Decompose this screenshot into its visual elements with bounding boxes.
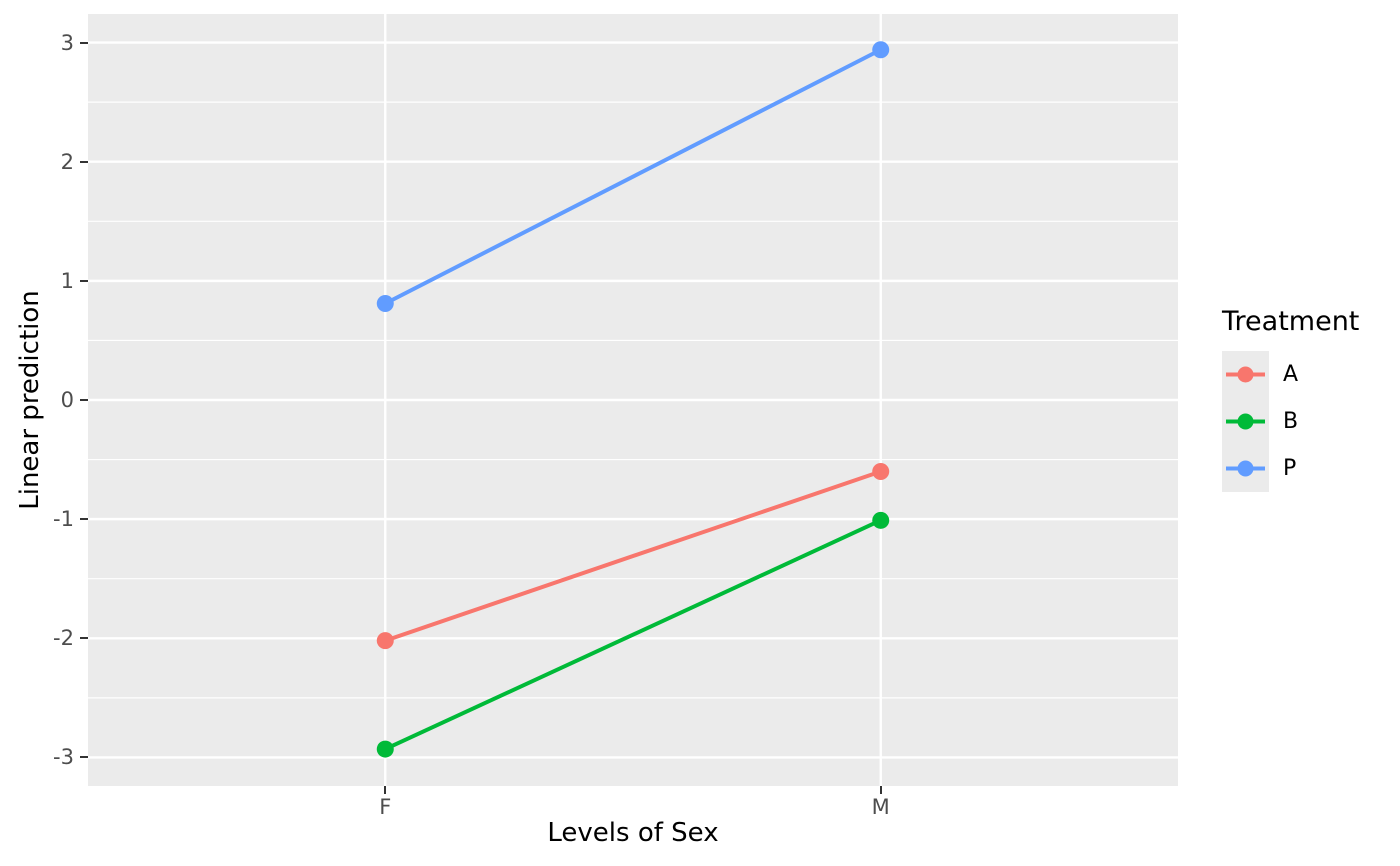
series-point-B-M	[872, 511, 890, 529]
y-tick-label: 2	[60, 149, 74, 174]
x-tick-mark	[879, 786, 882, 794]
legend-title: Treatment	[1222, 306, 1360, 337]
legend-key-swatch-A	[1222, 351, 1269, 398]
series-point-B-F	[376, 740, 394, 758]
series-point-P-F	[376, 295, 394, 312]
legend-item-A: A	[1222, 351, 1359, 398]
legend-label-P: P	[1283, 456, 1297, 481]
x-tick-mark	[384, 786, 387, 794]
series-point-P-M	[872, 41, 890, 59]
legend-label-B: B	[1283, 409, 1299, 434]
series-line-B	[384, 518, 882, 751]
x-axis-title: Levels of Sex	[547, 818, 719, 848]
y-tick-label: -1	[53, 507, 74, 532]
legend-key-icon	[1226, 413, 1265, 430]
legend-key-icon	[1226, 366, 1265, 383]
y-tick-mark	[80, 637, 88, 640]
x-tick-label: F	[379, 795, 392, 819]
legend-item-B: B	[1222, 398, 1359, 445]
series-line-A	[384, 469, 882, 643]
y-tick-mark	[80, 756, 88, 759]
y-tick-label: 3	[60, 30, 74, 55]
y-tick-mark	[80, 41, 88, 44]
y-tick-label: 1	[60, 268, 74, 293]
y-tick-label: -2	[53, 626, 74, 651]
plot-area	[88, 14, 1178, 786]
y-tick-mark	[80, 399, 88, 401]
y-tick-mark	[80, 518, 88, 521]
legend-item-P: P	[1222, 445, 1359, 492]
series-point-A-M	[872, 462, 890, 480]
series-line-P	[384, 47, 882, 306]
legend-key-swatch-B	[1222, 398, 1269, 445]
y-tick-mark	[80, 279, 88, 282]
y-tick-label: -3	[53, 745, 74, 770]
legend-label-A: A	[1283, 362, 1299, 387]
y-tick-label: 0	[60, 388, 74, 412]
legend-key-icon	[1226, 460, 1265, 477]
legend-key-swatch-P	[1222, 445, 1269, 492]
x-tick-label: M	[871, 795, 890, 819]
chart-panel	[88, 14, 1178, 786]
series-point-A-F	[376, 632, 394, 650]
y-tick-mark	[80, 160, 88, 163]
